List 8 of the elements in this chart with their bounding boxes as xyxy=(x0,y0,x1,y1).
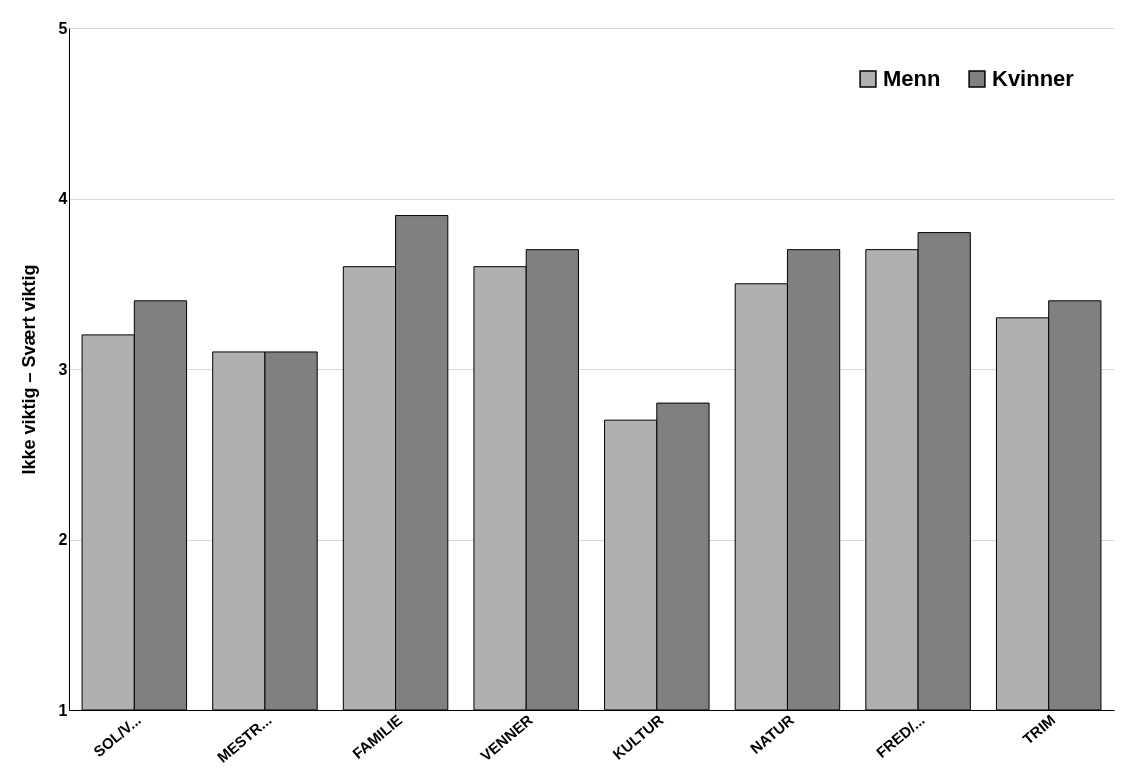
y-tick-label: 4 xyxy=(58,190,68,207)
y-tick-label: 5 xyxy=(58,19,68,37)
y-axis-title: Ikke viktig – Svært viktig xyxy=(18,264,39,475)
legend-label: Menn xyxy=(883,66,941,91)
legend-label: Kvinner xyxy=(992,66,1075,91)
y-tick-label: 1 xyxy=(58,701,68,719)
y-tick-label: 2 xyxy=(58,531,68,548)
y-tick-label: 3 xyxy=(58,360,68,378)
